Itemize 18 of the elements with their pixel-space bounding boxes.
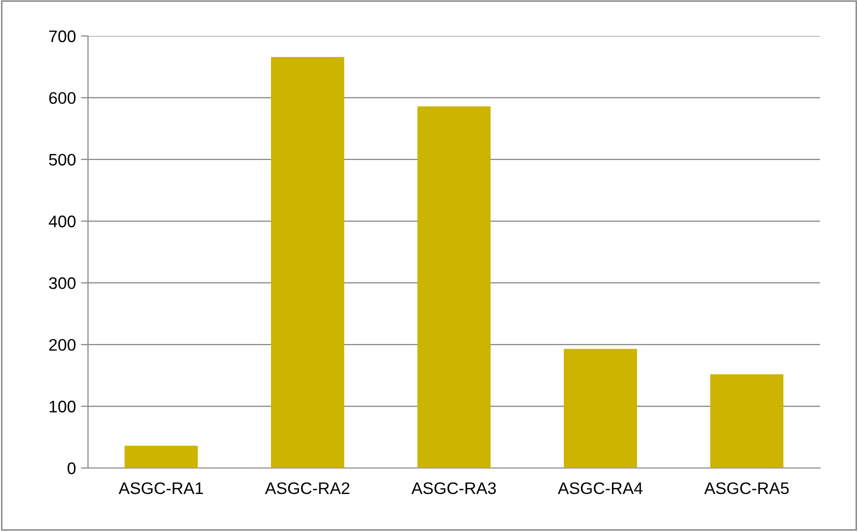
y-tick-label: 300 [49,277,76,290]
x-tick-label: ASGC-RA1 [118,482,203,494]
y-tick-label: 700 [49,30,76,42]
bar [710,374,784,468]
y-tick-label: 200 [49,338,76,351]
y-tick-label: 500 [49,154,76,166]
bar [124,446,198,468]
x-tick-label: ASGC-RA3 [411,482,496,494]
y-tick-label: 400 [48,216,76,228]
bar [417,106,491,468]
bar [271,56,344,468]
y-tick-label: 100 [50,400,76,412]
bar [564,348,637,468]
y-tick-label: 0 [68,462,76,474]
y-tick-label: 600 [49,92,76,104]
x-tick-label: ASGC-RA4 [558,482,643,494]
x-tick-label: ASGC-RA2 [265,482,350,494]
x-tick-label: ASGC-RA5 [704,482,789,494]
